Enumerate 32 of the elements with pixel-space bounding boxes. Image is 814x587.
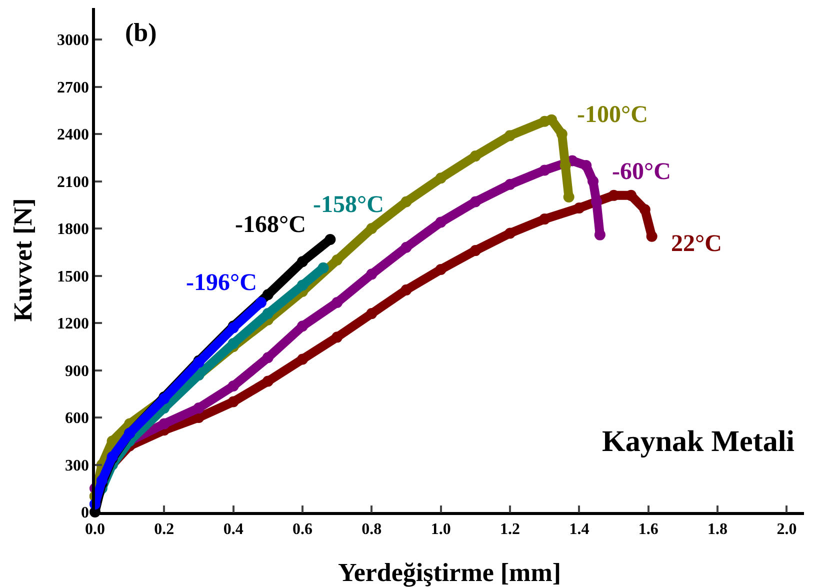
y-tick-label: 1200 [57,316,90,333]
x-tick-label: 1.8 [708,520,728,538]
series-label: 22°C [671,231,722,257]
x-tick-label: 1.6 [638,520,658,538]
y-tick-label: 900 [65,362,90,380]
y-tick-label: 1800 [57,221,90,238]
y-axis-title: Kuvvet [N] [8,198,38,322]
y-tick-label: 1500 [57,268,90,286]
x-tick-label: 0.8 [362,520,382,538]
x-tick-label: 0.0 [85,520,105,538]
y-tick-label: 3000 [57,32,90,50]
y-tick-label: 2100 [57,174,90,191]
series-label: -60°C [612,159,671,185]
x-axis-title: Yerdeğiştirme [mm] [338,558,562,587]
x-tick-label: 0.4 [223,520,244,538]
x-tick-label: 0.2 [154,520,174,538]
x-tick-label: 1.2 [500,520,520,538]
x-tick-label: 2.0 [776,520,797,538]
y-tick-label: 0 [81,504,90,522]
x-tick-label: 1.4 [569,520,590,538]
x-tick-label: 1.0 [430,520,451,538]
annotation: (b) [125,18,157,47]
y-tick-label: 600 [65,410,90,428]
series-label: -158°C [313,192,384,218]
y-tick-label: 300 [65,457,90,474]
series-label: -100°C [577,102,648,128]
annotation: Kaynak Metali [602,425,794,458]
x-tick-label: 0.6 [292,520,313,538]
y-tick-label: 2400 [57,126,90,144]
y-tick-label: 2700 [57,79,90,96]
series-label: -168°C [235,212,306,238]
series-label: -196°C [186,270,257,296]
